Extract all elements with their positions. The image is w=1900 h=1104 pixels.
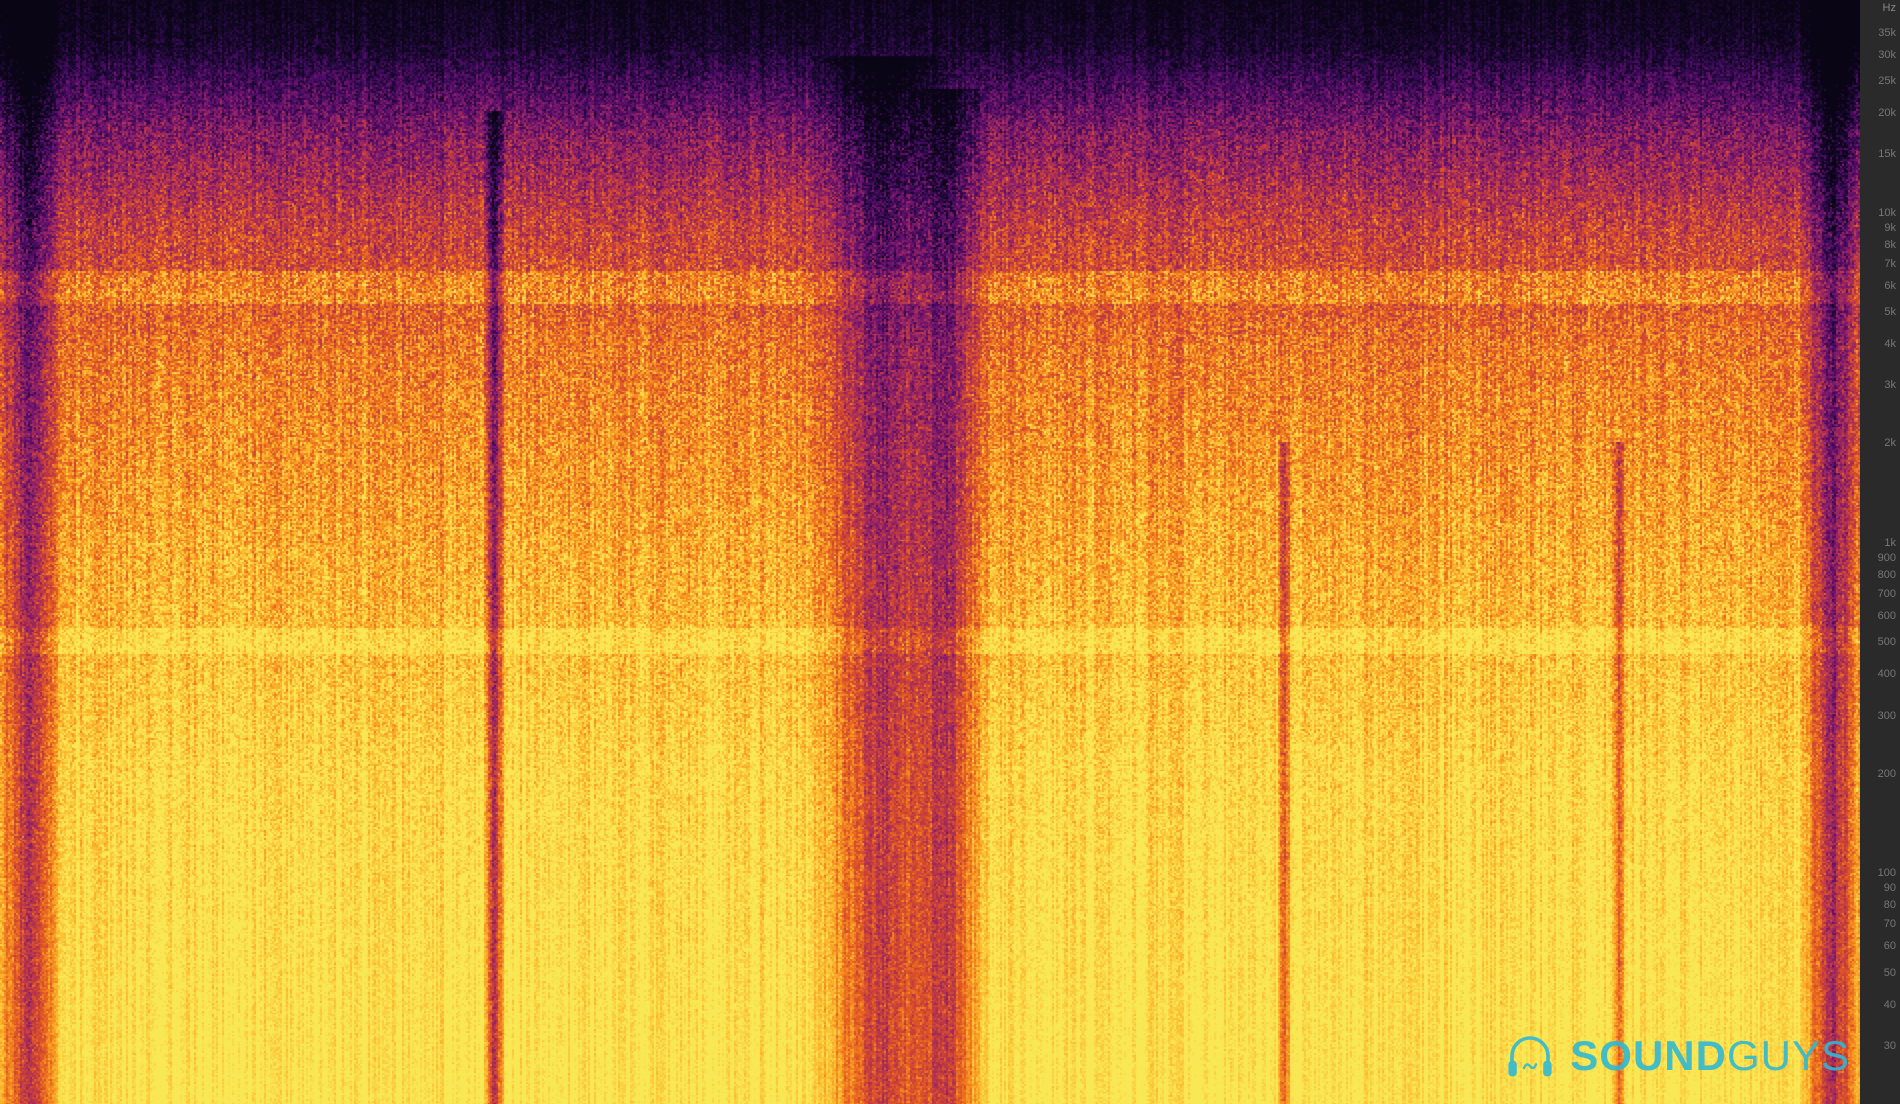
axis-tick: 3k xyxy=(1884,379,1896,391)
axis-tick: 80 xyxy=(1884,899,1896,911)
axis-tick: 100 xyxy=(1878,867,1896,879)
axis-tick: 30k xyxy=(1878,49,1896,61)
axis-tick: 25k xyxy=(1878,75,1896,87)
axis-tick: 300 xyxy=(1878,710,1896,722)
axis-tick: 8k xyxy=(1884,239,1896,251)
axis-tick: 30 xyxy=(1884,1040,1896,1052)
axis-tick: 90 xyxy=(1884,882,1896,894)
axis-tick: 70 xyxy=(1884,918,1896,930)
axis-tick: 700 xyxy=(1878,588,1896,600)
frequency-axis: Hz 35k 30k 25k 20k 15k 10k 9k 8k 7k 6k 5k 4k 3k 2k 1k 9… xyxy=(1860,0,1900,1104)
axis-tick: 4k xyxy=(1884,338,1896,350)
brand-text-light: GUYS xyxy=(1727,1032,1850,1079)
axis-tick: 9k xyxy=(1884,222,1896,234)
headphone-icon xyxy=(1500,1026,1560,1086)
axis-tick: 15k xyxy=(1878,148,1896,160)
axis-tick: 7k xyxy=(1884,258,1896,270)
axis-tick: 50 xyxy=(1884,967,1896,979)
axis-tick: 900 xyxy=(1878,552,1896,564)
spectrogram-canvas xyxy=(0,0,1860,1104)
axis-tick: 60 xyxy=(1884,940,1896,952)
axis-tick: 200 xyxy=(1878,768,1896,780)
brand-text: SOUNDGUYS xyxy=(1570,1032,1850,1080)
axis-tick: 5k xyxy=(1884,306,1896,318)
brand-text-bold: SOUND xyxy=(1570,1032,1727,1079)
axis-tick: 10k xyxy=(1878,207,1896,219)
axis-unit-label: Hz xyxy=(1883,2,1896,14)
axis-tick: 6k xyxy=(1884,280,1896,292)
axis-tick: 400 xyxy=(1878,668,1896,680)
axis-tick: 2k xyxy=(1884,437,1896,449)
spectrogram-plot xyxy=(0,0,1860,1104)
axis-tick: 800 xyxy=(1878,569,1896,581)
axis-tick: 40 xyxy=(1884,999,1896,1011)
axis-tick: 600 xyxy=(1878,610,1896,622)
axis-tick: 1k xyxy=(1884,537,1896,549)
axis-tick: 500 xyxy=(1878,636,1896,648)
brand-watermark: SOUNDGUYS xyxy=(1500,1026,1850,1086)
axis-tick: 35k xyxy=(1878,27,1896,39)
axis-tick: 20k xyxy=(1878,107,1896,119)
